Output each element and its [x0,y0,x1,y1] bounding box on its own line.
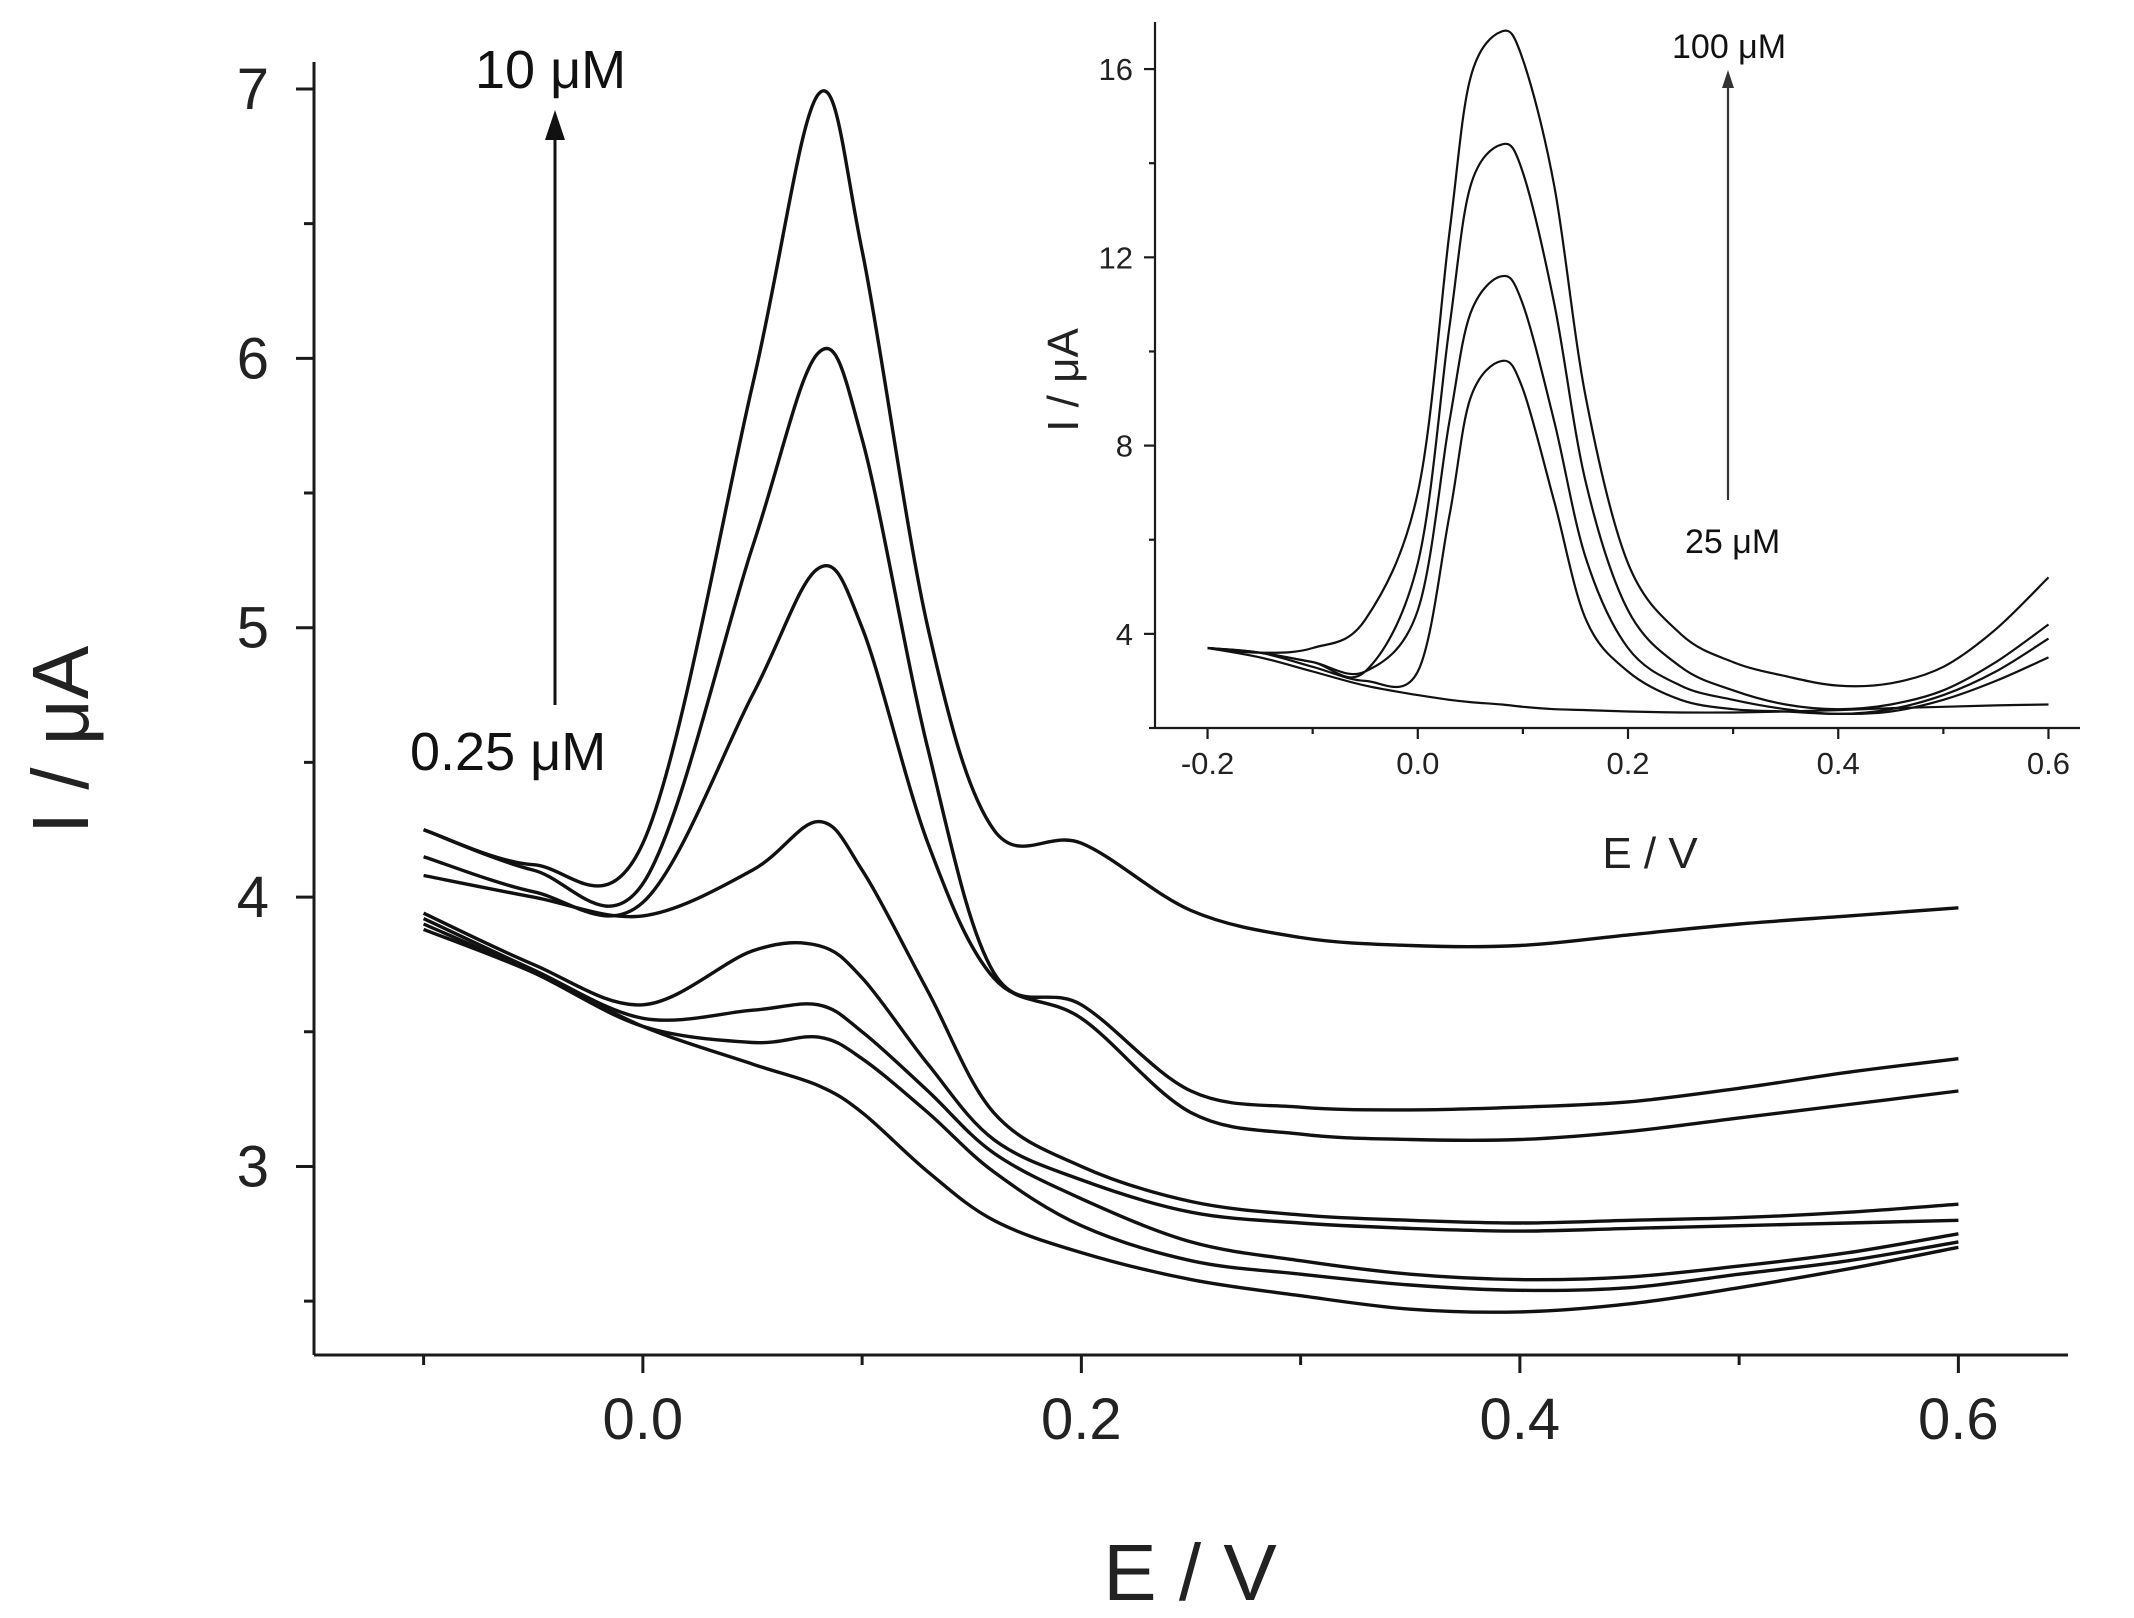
x-tick-label: 0.6 [2027,746,2070,781]
main-plot: 0.0 0.2 0.4 0.6 3 4 5 6 7 10 μM 0.25 μM E / V I … [16,40,2068,1617]
main-arrow-bottom-label: 0.25 μM [410,722,606,782]
x-tick-label: 0.0 [1396,746,1439,781]
y-tick-label: 5 [237,596,269,661]
y-tick-label: 8 [1116,429,1133,464]
y-tick-label: 7 [237,57,269,122]
y-tick-label: 4 [1116,617,1133,652]
x-tick-label: 0.4 [1480,1387,1561,1452]
y-tick-label: 6 [237,326,269,391]
main-arrow-top-label: 10 μM [475,40,626,100]
series-line-5 [422,911,1959,1233]
main-x-axis-title: E / V [1103,1528,1277,1617]
inset-x-axis-title: E / V [1602,829,1698,878]
series-line-1 [423,89,1959,949]
y-tick-label: 12 [1099,240,1133,275]
x-tick-label: 0.2 [1606,746,1649,781]
inset-plot: -0.2 0.0 0.2 0.4 0.6 4 8 12 16 100 μM 25 μM E / … [1039,22,2080,878]
x-tick-label: 0.6 [1918,1387,1999,1452]
series-line-3 [1207,274,2050,715]
y-tick-label: 3 [237,1134,269,1199]
main-ticks: 0.0 0.2 0.4 0.6 3 4 5 6 7 [237,57,1999,1452]
inset-ticks: -0.2 0.0 0.2 0.4 0.6 4 8 12 16 [1099,52,2071,781]
series-line-4 [423,819,1959,1225]
series-line-7 [422,922,1959,1293]
x-tick-label: 0.4 [1817,746,1860,781]
series-line-4 [1207,359,2049,715]
series-line-3 [423,564,1959,1143]
series-line-6 [422,917,1959,1282]
y-tick-label: 4 [237,865,269,930]
x-tick-label: -0.2 [1181,746,1234,781]
inset-arrow-bottom-label: 25 μM [1685,523,1780,561]
series-line-2 [1207,142,2050,711]
main-curves [422,89,1959,1314]
main-y-axis-title: I / μA [16,645,105,834]
main-arrow-head-icon [545,110,565,140]
series-line-5 [1207,646,2049,714]
inset-y-axis-title: I / μA [1039,328,1088,432]
series-line-2 [423,346,1959,1112]
y-tick-label: 16 [1099,52,1133,87]
x-tick-label: 0.2 [1041,1387,1122,1452]
inset-arrow-head-icon [1722,70,1734,88]
series-line-8 [422,927,1959,1314]
x-tick-label: 0.0 [603,1387,684,1452]
inset-curves [1207,29,2050,715]
inset-arrow-top-label: 100 μM [1672,28,1786,66]
series-line-1 [1207,29,2050,688]
